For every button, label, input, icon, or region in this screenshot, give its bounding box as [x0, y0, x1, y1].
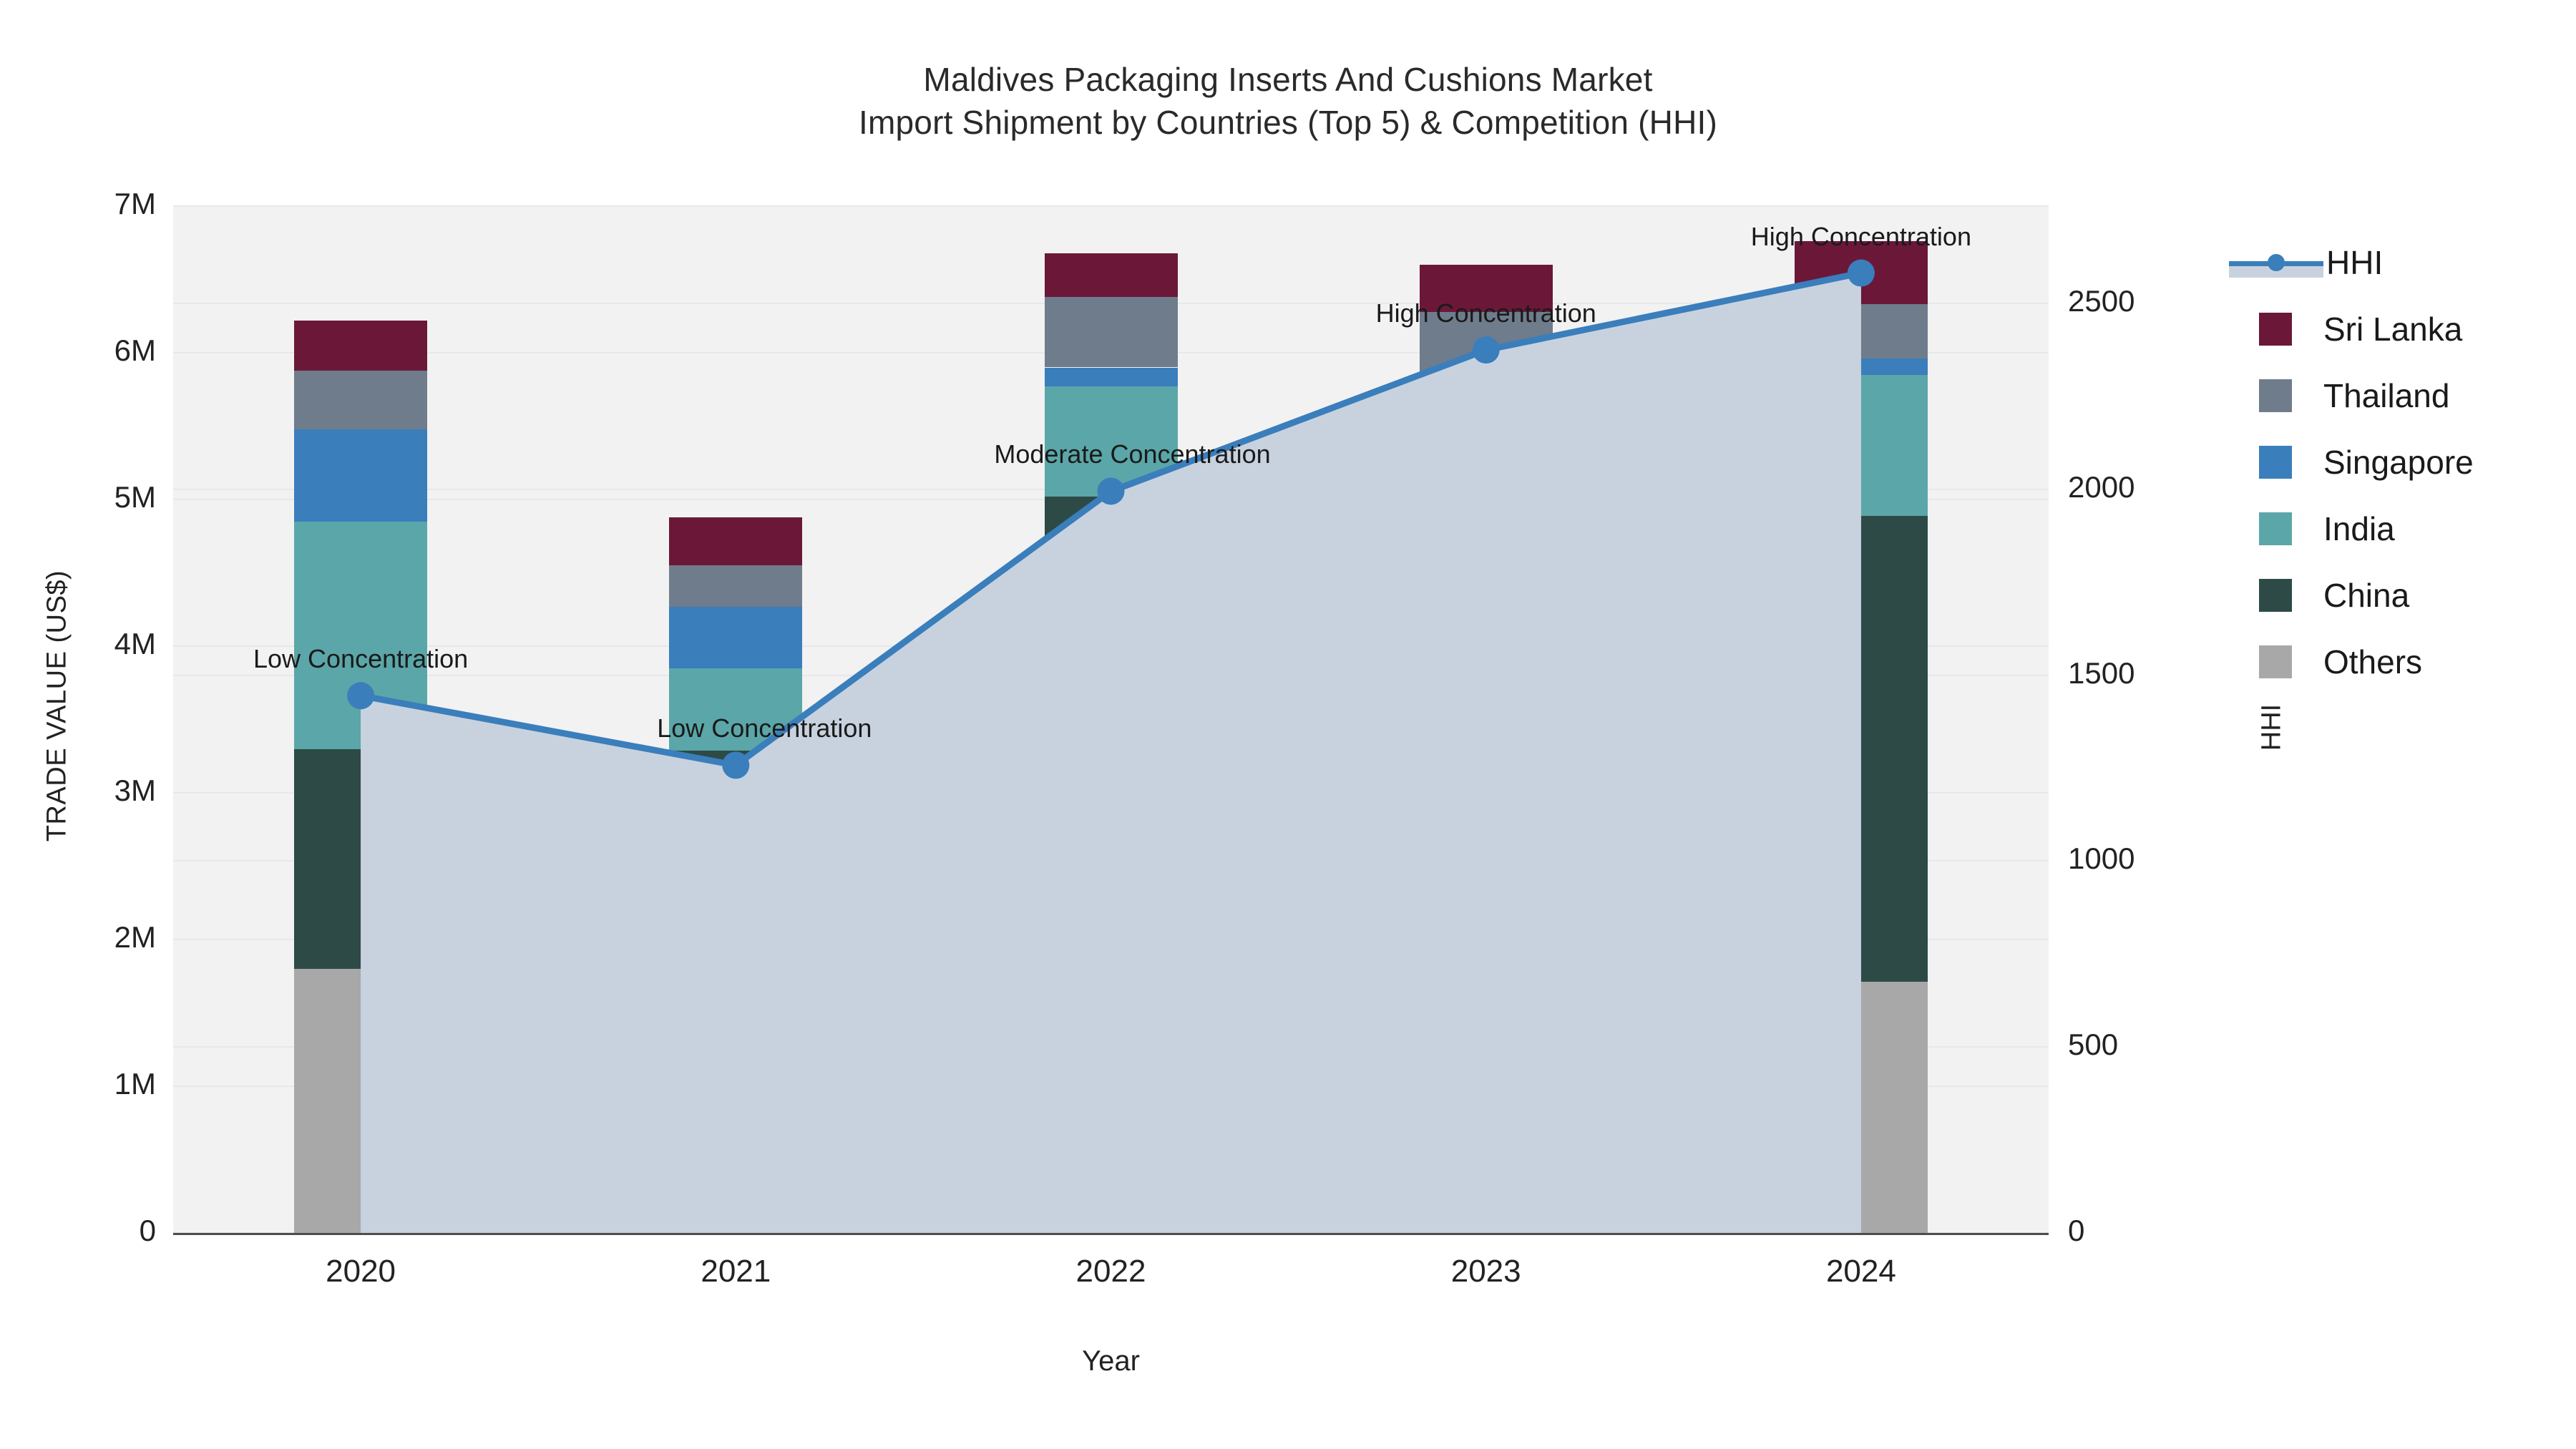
- legend-item-label: HHI: [2326, 243, 2384, 281]
- legend-color-swatch: [2259, 578, 2292, 612]
- chart-title: Maldives Packaging Inserts And Cushions …: [923, 61, 1653, 98]
- y-axis-left-tick-label: 5M: [114, 480, 156, 514]
- bar-segment[interactable]: [669, 606, 803, 668]
- legend-line-marker-icon: [2229, 246, 2323, 279]
- y-axis-left-tick-label: 6M: [114, 333, 156, 367]
- y-axis-right-tick-label: 0: [2068, 1214, 2085, 1247]
- hhi-line-layer: [347, 259, 1875, 1234]
- legend-item-label: China: [2323, 576, 2410, 614]
- legend-item-thailand[interactable]: Thailand: [2229, 362, 2565, 429]
- y-axis-left-title: TRADE VALUE (US$): [42, 570, 72, 842]
- legend-color-swatch: [2259, 512, 2292, 545]
- legend-area-band: [2229, 265, 2323, 278]
- x-axis-line: [173, 1233, 2049, 1235]
- bar-segment[interactable]: [294, 429, 428, 522]
- legend-item-singapore[interactable]: Singapore: [2229, 429, 2565, 495]
- legend-color-swatch: [2259, 379, 2292, 412]
- chart-legend: HHI Sri Lanka Thailand Singapore India China O…: [2229, 229, 2565, 695]
- x-axis-tick-label: 2023: [1450, 1254, 1521, 1289]
- legend-item-sri-lanka[interactable]: Sri Lanka: [2229, 296, 2565, 362]
- hhi-area-overlay: [361, 273, 1861, 1234]
- hhi-data-point[interactable]: [1847, 259, 1875, 287]
- legend-color-swatch: [2259, 312, 2292, 346]
- plot-area: [173, 205, 2049, 1234]
- concentration-annotation: Low Concentration: [657, 713, 872, 743]
- y-axis-right-tick-label: 1500: [2068, 655, 2135, 690]
- y-axis-right-tick-label: 500: [2068, 1028, 2119, 1062]
- bar-segment[interactable]: [1044, 367, 1178, 387]
- bar-segment[interactable]: [669, 565, 803, 607]
- x-axis-tick-label: 2020: [326, 1254, 396, 1289]
- legend-item-hhi[interactable]: HHI: [2229, 229, 2565, 296]
- x-axis-title: Year: [1082, 1345, 1140, 1377]
- bar-segment[interactable]: [294, 320, 428, 371]
- bar-segment[interactable]: [1419, 265, 1553, 312]
- bar-segment[interactable]: [669, 517, 803, 566]
- y-axis-left-tick-label: 2M: [114, 920, 156, 954]
- y-axis-left-tick-label: 0: [139, 1214, 156, 1247]
- legend-item-china[interactable]: China: [2229, 562, 2565, 628]
- legend-item-label: India: [2323, 509, 2395, 547]
- legend-item-label: Others: [2323, 643, 2423, 680]
- hhi-data-point[interactable]: [722, 751, 750, 779]
- legend-item-india[interactable]: India: [2229, 495, 2565, 562]
- y-axis-right-tick-label: 2000: [2068, 469, 2135, 504]
- hhi-data-point[interactable]: [1472, 336, 1500, 364]
- bar-segment[interactable]: [1044, 297, 1178, 368]
- concentration-annotation: High Concentration: [1375, 298, 1596, 328]
- legend-item-label: Singapore: [2323, 443, 2474, 481]
- concentration-annotation: Moderate Concentration: [994, 439, 1271, 469]
- concentration-annotation: High Concentration: [1750, 221, 1971, 251]
- y-axis-left-tick-label: 4M: [114, 627, 156, 660]
- y-axis-left-tick-label: 3M: [114, 774, 156, 807]
- bar-segment[interactable]: [1044, 253, 1178, 298]
- y-axis-left-tick-label: 1M: [114, 1067, 156, 1101]
- concentration-annotation: Low Concentration: [253, 644, 469, 674]
- x-axis-tick-label: 2021: [701, 1254, 771, 1289]
- y-axis-left-tick-label: 7M: [114, 187, 156, 220]
- legend-color-swatch: [2259, 445, 2292, 479]
- legend-item-others[interactable]: Others: [2229, 628, 2565, 695]
- legend-item-label: Sri Lanka: [2323, 310, 2463, 348]
- y-axis-right-tick-label: 1000: [2068, 841, 2135, 876]
- x-axis-tick-label: 2022: [1075, 1254, 1146, 1289]
- legend-line-dot: [2268, 253, 2285, 271]
- legend-color-swatch: [2259, 645, 2292, 678]
- y-axis-right-tick-label: 2500: [2068, 284, 2135, 318]
- chart-subtitle: Import Shipment by Countries (Top 5) & C…: [859, 104, 1717, 141]
- x-axis-tick-label: 2024: [1825, 1254, 1896, 1289]
- legend-item-label: Thailand: [2323, 376, 2450, 414]
- bar-segment[interactable]: [294, 370, 428, 429]
- hhi-data-point[interactable]: [347, 682, 375, 710]
- gridline: [173, 205, 2049, 207]
- hhi-data-point[interactable]: [1097, 477, 1125, 505]
